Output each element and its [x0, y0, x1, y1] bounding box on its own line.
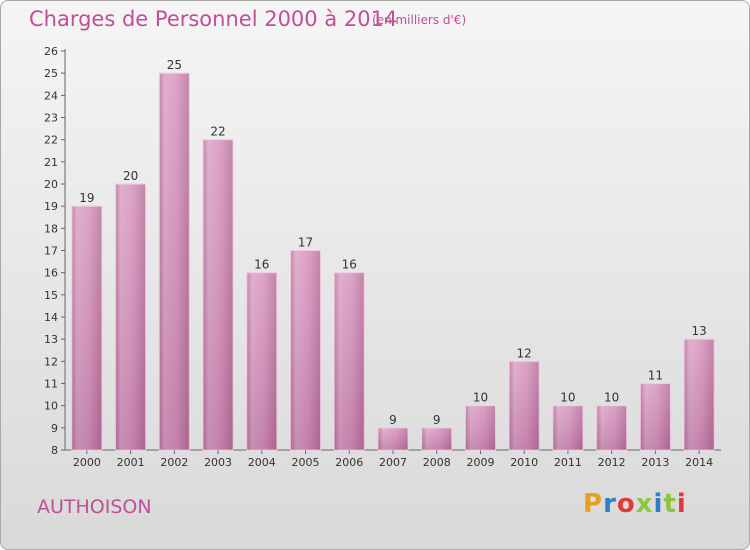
chart-title: Charges de Personnel 2000 à 2014 [29, 7, 398, 31]
x-tick-label: 2005 [292, 456, 320, 469]
bar-value-label: 11 [648, 369, 663, 383]
logo-letter: i [676, 489, 687, 519]
bar-value-label: 16 [254, 258, 269, 272]
y-tick-label: 17 [44, 245, 58, 258]
x-tick-label: 2006 [335, 456, 363, 469]
bar-shade [290, 250, 321, 450]
bar-value-label: 12 [517, 346, 532, 360]
y-tick-label: 22 [44, 134, 58, 147]
y-tick-label: 13 [44, 333, 58, 346]
bar-shade [640, 383, 671, 450]
y-tick-label: 8 [51, 444, 58, 457]
y-tick-label: 23 [44, 112, 58, 125]
bar-shade [596, 405, 627, 450]
bar-value-label: 10 [473, 391, 488, 405]
logo-letter: i [653, 489, 664, 519]
bar-shade [509, 361, 540, 450]
y-tick-label: 24 [44, 89, 58, 102]
y-tick-label: 18 [44, 222, 58, 235]
x-tick-label: 2002 [160, 456, 188, 469]
bar-value-label: 20 [123, 169, 138, 183]
y-tick-label: 15 [44, 289, 58, 302]
x-tick-label: 2011 [554, 456, 582, 469]
y-tick-label: 14 [44, 311, 58, 324]
logo-letter: o [616, 489, 636, 519]
y-tick-label: 12 [44, 355, 58, 368]
logo-letter: P [583, 489, 604, 519]
bar-shade [203, 139, 234, 450]
logo-letter: t [663, 489, 677, 519]
y-tick-label: 16 [44, 267, 58, 280]
y-tick-label: 20 [44, 178, 58, 191]
x-tick-label: 2009 [466, 456, 494, 469]
x-tick-label: 2008 [423, 456, 451, 469]
x-tick-label: 2014 [685, 456, 713, 469]
bar-value-label: 22 [210, 125, 225, 139]
bar-value-label: 10 [560, 391, 575, 405]
bar-shade [246, 272, 277, 450]
bar-shade [334, 272, 365, 450]
x-tick-label: 2012 [598, 456, 626, 469]
logo-letter: r [603, 489, 617, 519]
bar-shade [378, 427, 408, 450]
y-tick-label: 25 [44, 67, 58, 80]
bar-value-label: 9 [389, 413, 397, 427]
x-tick-label: 2013 [641, 456, 669, 469]
bar-value-label: 10 [604, 391, 619, 405]
x-tick-label: 2003 [204, 456, 232, 469]
y-tick-label: 9 [51, 422, 58, 435]
bar-value-label: 25 [167, 58, 182, 72]
bar-value-label: 16 [342, 258, 357, 272]
bar-shade [552, 405, 583, 450]
y-tick-label: 26 [44, 45, 58, 58]
x-tick-label: 2004 [248, 456, 276, 469]
bar-value-label: 13 [691, 324, 706, 338]
commune-name: AUTHOISON [37, 496, 152, 518]
bar-value-label: 19 [79, 191, 94, 205]
y-tick-label: 19 [44, 200, 58, 213]
bar-shade [115, 184, 146, 450]
bar-shade [421, 427, 452, 450]
x-tick-label: 2007 [379, 456, 407, 469]
bar-shade [465, 405, 496, 450]
bar-shade [684, 339, 715, 450]
y-tick-label: 21 [44, 156, 58, 169]
x-tick-label: 2001 [117, 456, 145, 469]
logo-letter: x [635, 489, 654, 519]
bar-value-label: 9 [433, 413, 441, 427]
y-tick-label: 10 [44, 400, 58, 413]
proxiti-logo: Proxiti [583, 489, 687, 519]
bar-value-label: 17 [298, 236, 313, 250]
chart-subtitle: (en milliers d'€) [372, 13, 467, 27]
x-tick-label: 2010 [510, 456, 538, 469]
bar-shade [71, 206, 102, 450]
bar-shade [159, 73, 190, 451]
y-tick-label: 11 [44, 378, 58, 391]
x-tick-label: 2000 [73, 456, 101, 469]
